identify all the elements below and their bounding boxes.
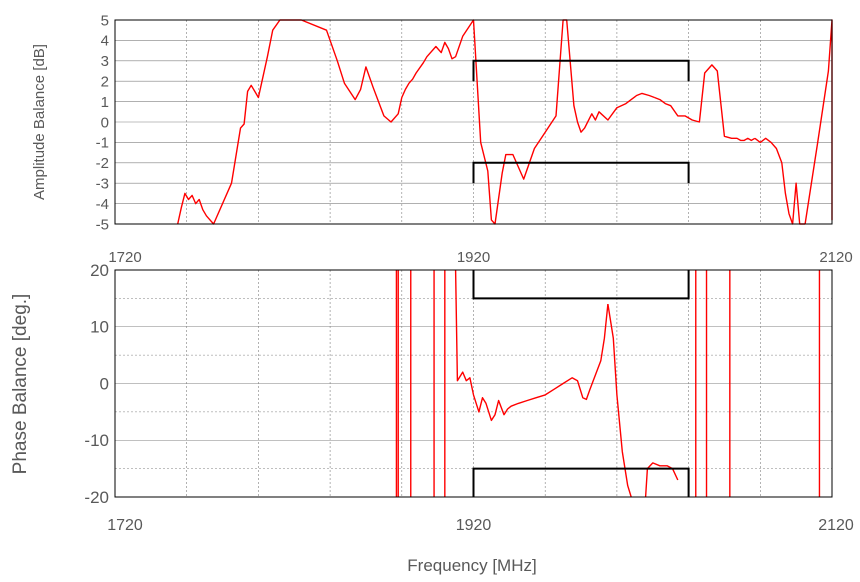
y-axis-label: Amplitude Balance [dB] (31, 44, 48, 200)
y-tick-label: -4 (96, 196, 109, 213)
x-tick-label: 1720 (108, 249, 141, 266)
spec-mask-upper (472, 270, 690, 300)
y-tick-label: 4 (101, 33, 109, 50)
y-tick-label: 10 (90, 318, 109, 337)
x-axis-label: Frequency [MHz] (407, 556, 536, 575)
y-tick-label: 20 (90, 261, 109, 280)
phase-balance-panel: 20 10 0 -10 -20 1720 1920 2120 Phase Balance [de… (10, 261, 854, 534)
y-tick-label: 1 (101, 94, 109, 111)
y-tick-label: -3 (96, 175, 109, 192)
y-tick-label: 5 (101, 12, 109, 29)
y-tick-label: 0 (100, 374, 109, 393)
x-tick-label: 2120 (818, 517, 854, 534)
y-tick-label: -10 (84, 431, 109, 450)
y-tick-label: -2 (96, 155, 109, 172)
y-axis-label: Phase Balance [deg.] (10, 294, 31, 475)
amplitude-balance-panel: 5 4 3 2 1 0 -1 -2 -3 -4 -5 1720 1920 2120 Amplitude Ba… (31, 12, 853, 266)
y-tick-label: -20 (84, 488, 109, 507)
series-line-2 (654, 64, 756, 142)
y-tick-label: 2 (101, 73, 109, 90)
series-line-3 (754, 137, 806, 225)
series-line-2 (607, 303, 632, 498)
series-line-1 (177, 19, 655, 225)
plot-frame (114, 19, 833, 225)
series-line-1 (454, 269, 609, 422)
x-tick-label: 1920 (457, 249, 490, 266)
spec-mask-upper (472, 59, 690, 82)
y-tick-label: -1 (96, 135, 109, 152)
y-tick-label: 0 (101, 114, 109, 131)
x-tick-label: 1720 (107, 517, 143, 534)
plot-frame (114, 269, 833, 498)
x-tick-label: 2120 (819, 249, 852, 266)
spec-mask-lower (472, 161, 690, 184)
spec-mask-lower (472, 467, 690, 497)
y-tick-label: -5 (96, 216, 109, 233)
x-tick-label: 1920 (456, 517, 492, 534)
y-tick-label: 3 (101, 53, 109, 70)
